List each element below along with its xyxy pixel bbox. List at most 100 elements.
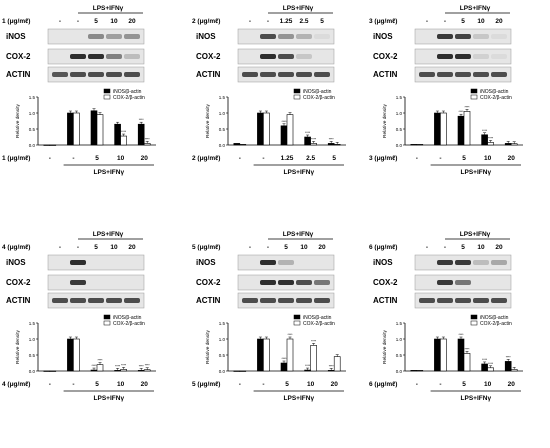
lane-label: - xyxy=(444,18,446,25)
blot-band xyxy=(455,280,471,285)
treatment-label: LPS+IFNγ xyxy=(93,5,124,12)
bar-inos xyxy=(457,338,465,372)
panel-5: LPS+IFNγ 5 (μg/mℓ) - - 5 10 20 iNOS COX-2 ACTIN 0.… xyxy=(192,231,346,402)
legend-label-inos: iNOS/β-actin xyxy=(113,89,142,95)
lane-label: 20 xyxy=(128,244,136,251)
blot-band xyxy=(124,34,140,39)
bar-inos xyxy=(257,112,264,146)
panel-6: LPS+IFNγ 6 (μg/mℓ) - - 5 10 20 iNOS COX-2 ACTIN 0.… xyxy=(369,231,523,402)
bar-inos xyxy=(304,136,311,146)
blot-band xyxy=(70,72,86,77)
y-tick-label: 1.0 xyxy=(396,111,403,116)
blot-band xyxy=(437,54,453,59)
x-concentration-label: 3 (μg/mℓ) xyxy=(369,155,397,162)
bar-inos xyxy=(280,362,288,372)
lane-label: 10 xyxy=(477,244,485,251)
significance-mark: **** xyxy=(145,364,151,368)
significance-mark: **** xyxy=(288,333,294,337)
lane-label: - xyxy=(249,18,251,25)
lane-label: 5 xyxy=(284,244,288,251)
blot-band xyxy=(278,54,294,59)
y-tick-label: 0.5 xyxy=(219,127,226,132)
panel-3: LPS+IFNγ 3 (μg/mℓ) - - 5 10 20 iNOS COX-2 ACTIN 0.… xyxy=(369,5,523,176)
significance-mark: **** xyxy=(329,137,335,141)
panel-1: LPS+IFNγ 1 (μg/mℓ) - - 5 10 20 iNOS COX-2 ACTIN 0.… xyxy=(2,5,156,176)
legend-label-inos: iNOS/β-actin xyxy=(480,89,509,95)
y-tick-label: 1.5 xyxy=(29,95,36,100)
significance-mark: **** xyxy=(115,364,121,368)
x-tick-label: - xyxy=(262,381,264,388)
blot-band xyxy=(242,72,258,77)
blot-band xyxy=(88,34,104,39)
concentration-label: 1 (μg/mℓ) xyxy=(2,18,30,25)
blot-label-inos: iNOS xyxy=(373,258,393,267)
blot-band xyxy=(419,298,435,303)
significance-mark: **** xyxy=(145,137,151,141)
x-treatment-label: LPS+IFNγ xyxy=(94,395,125,402)
legend-swatch-cox2 xyxy=(103,94,111,100)
bar-inos xyxy=(504,143,512,146)
x-tick-label: 2.5 xyxy=(306,155,315,162)
blot-band xyxy=(296,54,312,59)
bar-cox2 xyxy=(143,369,151,372)
blot-band xyxy=(106,34,122,39)
blot-band xyxy=(473,72,489,77)
blot-band xyxy=(437,298,453,303)
legend-label-cox2: COX-2/β-actin xyxy=(113,321,145,327)
blot-band xyxy=(260,260,276,265)
blot-band xyxy=(52,298,68,303)
blot-label-actin: ACTIN xyxy=(196,296,221,305)
blot-band xyxy=(70,260,86,265)
x-tick-label: 20 xyxy=(508,381,516,388)
legend-label-inos: iNOS/β-actin xyxy=(480,315,509,321)
legend-label-cox2: COX-2/β-actin xyxy=(113,95,145,101)
blot-label-cox2: COX-2 xyxy=(6,278,31,287)
y-tick-label: 0.5 xyxy=(29,353,36,358)
y-tick-label: 0.0 xyxy=(29,143,36,148)
y-tick-label: 1.5 xyxy=(29,321,36,326)
significance-mark: **** xyxy=(305,364,311,368)
blot-band xyxy=(278,280,294,285)
significance-mark: **** xyxy=(482,358,488,362)
bar-cox2 xyxy=(96,114,104,146)
lane-label: - xyxy=(59,18,61,25)
blot-band xyxy=(70,298,86,303)
lane-label: - xyxy=(267,244,269,251)
lane-label: 10 xyxy=(300,244,308,251)
blot-band xyxy=(260,280,276,285)
bar-inos xyxy=(481,363,488,372)
lane-label: 1.25 xyxy=(280,18,293,25)
significance-mark: **** xyxy=(311,137,317,141)
lane-label: - xyxy=(267,18,269,25)
legend-swatch-cox2 xyxy=(293,320,301,326)
blot-band xyxy=(88,72,104,77)
blot-band xyxy=(437,260,453,265)
bar-cox2 xyxy=(416,144,424,146)
bar-cox2 xyxy=(463,353,471,372)
y-axis-label: Relative density xyxy=(205,103,211,137)
significance-mark: **** xyxy=(121,363,127,367)
bar-inos xyxy=(43,144,51,146)
legend-swatch-cox2 xyxy=(470,94,478,100)
x-tick-label: - xyxy=(439,155,441,162)
blot-label-inos: iNOS xyxy=(6,258,26,267)
bar-inos xyxy=(327,370,335,372)
blot-membrane xyxy=(47,254,145,271)
bar-cox2 xyxy=(440,112,447,146)
legend-label-inos: iNOS/β-actin xyxy=(303,315,332,321)
legend-label-inos: iNOS/β-actin xyxy=(303,89,332,95)
blot-band xyxy=(455,54,471,59)
bar-cox2 xyxy=(286,338,294,372)
bar-inos xyxy=(327,143,335,146)
blot-label-cox2: COX-2 xyxy=(196,278,221,287)
lane-label: - xyxy=(426,244,428,251)
y-tick-label: 0.5 xyxy=(396,353,403,358)
blot-band xyxy=(437,72,453,77)
x-tick-label: 10 xyxy=(484,155,492,162)
lane-label: - xyxy=(59,244,61,251)
y-tick-label: 0.5 xyxy=(29,127,36,132)
y-tick-label: 0.0 xyxy=(219,143,226,148)
y-axis-label: Relative density xyxy=(382,103,388,137)
significance-mark: **** xyxy=(311,339,317,343)
bar-inos xyxy=(410,370,418,372)
